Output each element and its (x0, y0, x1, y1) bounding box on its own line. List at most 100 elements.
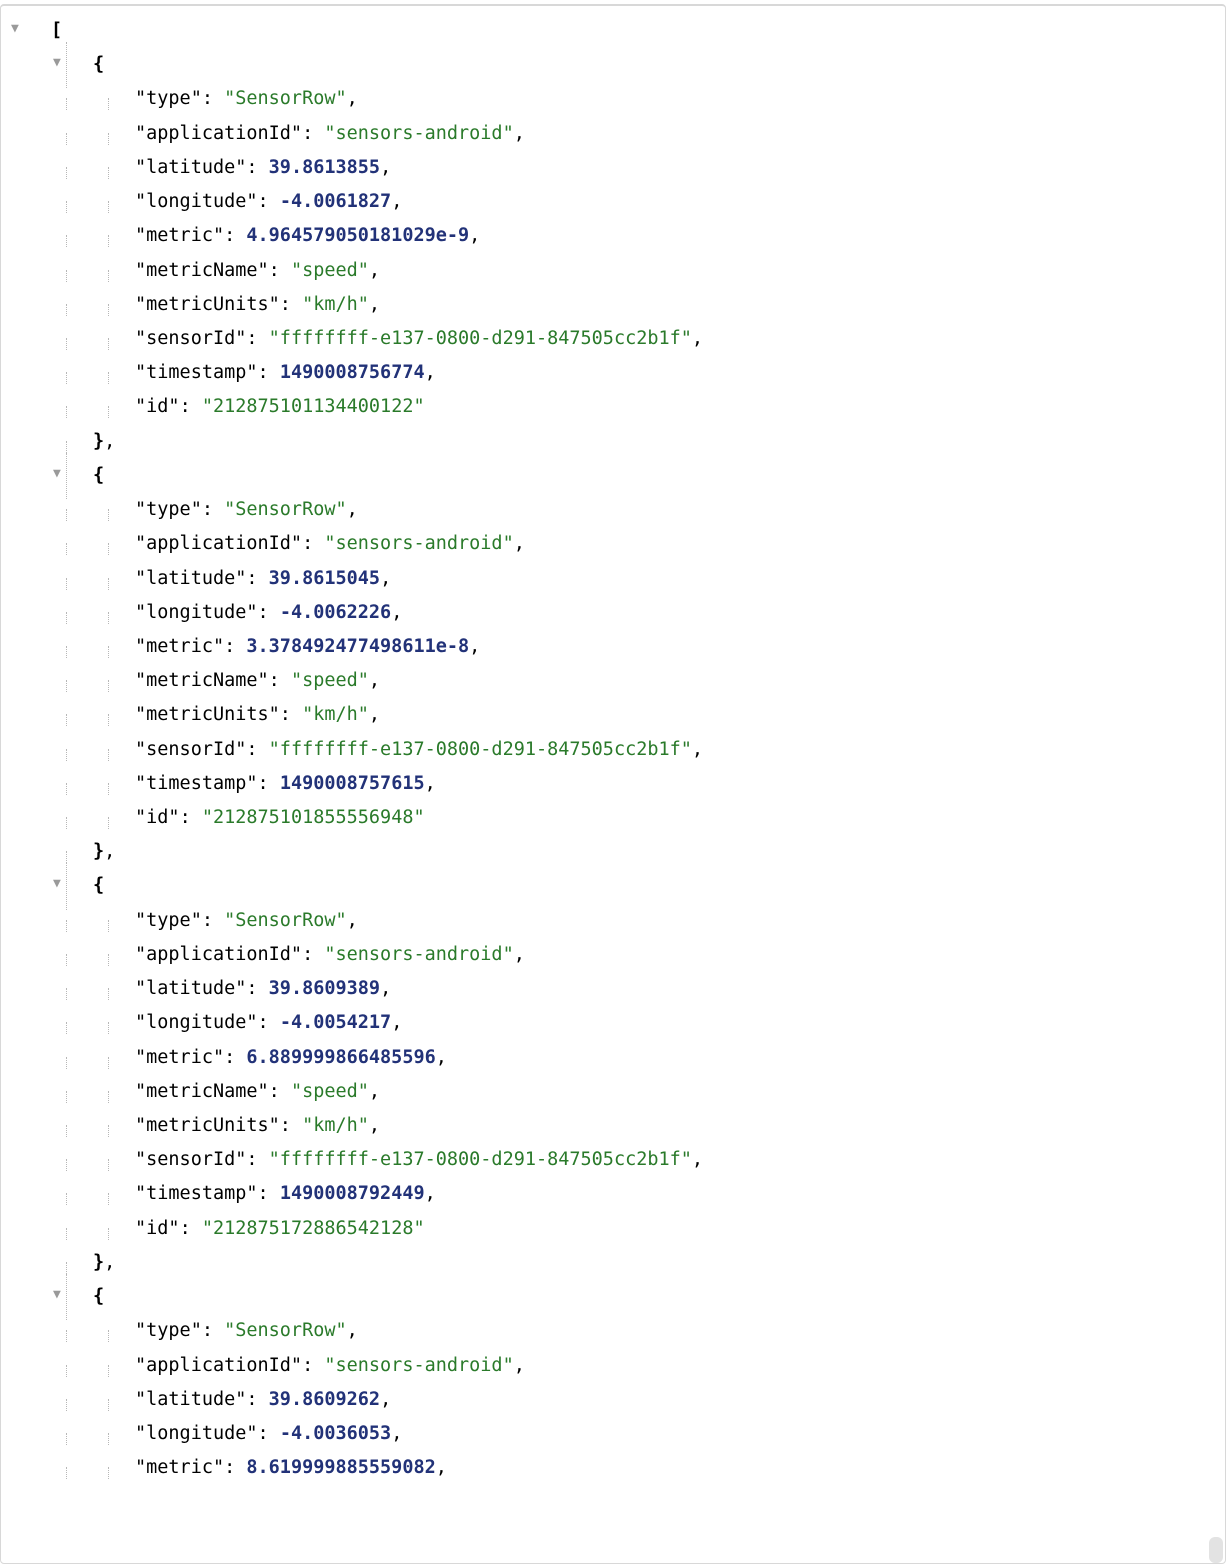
json-key: "type" (135, 493, 202, 527)
colon: : (258, 356, 280, 390)
json-key: "metric" (135, 1451, 224, 1485)
json-value: "km/h" (302, 288, 369, 322)
close-brace: } (93, 1246, 104, 1280)
json-key: "timestamp" (135, 767, 258, 801)
json-key: "applicationId" (135, 527, 302, 561)
object-close: }, (9, 425, 1217, 459)
colon: : (258, 1177, 280, 1211)
comma: , (692, 733, 703, 767)
json-key: "metric" (135, 219, 224, 253)
json-key: "metricName" (135, 664, 269, 698)
comma: , (391, 1417, 402, 1451)
json-value: "212875101855556948" (202, 801, 425, 835)
toggle-arrow-cell[interactable]: ▼ (51, 459, 93, 493)
json-property: "type": "SensorRow", (9, 904, 1217, 938)
collapse-arrow-icon: ▼ (53, 55, 61, 70)
toggle-arrow-cell[interactable]: ▼ (9, 14, 51, 48)
json-property: "metric": 6.889999866485596, (9, 1041, 1217, 1075)
colon: : (258, 1006, 280, 1040)
comma: , (436, 1451, 447, 1485)
json-value: "km/h" (302, 1109, 369, 1143)
json-property: "id": "212875172886542128" (9, 1212, 1217, 1246)
json-property: "metricUnits": "km/h", (9, 1109, 1217, 1143)
toggle-arrow-cell[interactable]: ▼ (51, 48, 93, 82)
comma: , (347, 1314, 358, 1348)
json-key: "type" (135, 904, 202, 938)
comma: , (469, 219, 480, 253)
json-value: "sensors-android" (324, 117, 513, 151)
json-key: "timestamp" (135, 1177, 258, 1211)
json-value: 39.8609389 (269, 972, 380, 1006)
json-property: "type": "SensorRow", (9, 82, 1217, 116)
close-brace: } (93, 835, 104, 869)
json-key: "metricName" (135, 1075, 269, 1109)
json-value: 4.964579050181029e-9 (246, 219, 469, 253)
close-brace: } (93, 425, 104, 459)
colon: : (280, 1109, 302, 1143)
json-key: "applicationId" (135, 938, 302, 972)
json-property: "metricUnits": "km/h", (9, 698, 1217, 732)
colon: : (224, 1451, 246, 1485)
comma: , (391, 596, 402, 630)
json-viewer: ▼[▼{"type": "SensorRow","applicationId":… (0, 4, 1226, 1564)
json-property: "metricUnits": "km/h", (9, 288, 1217, 322)
colon: : (202, 1314, 224, 1348)
json-property: "metricName": "speed", (9, 1075, 1217, 1109)
json-value: -4.0061827 (280, 185, 391, 219)
open-brace: { (93, 459, 104, 493)
array-open: ▼[ (9, 14, 1217, 48)
comma: , (692, 322, 703, 356)
comma: , (514, 117, 525, 151)
colon: : (258, 1417, 280, 1451)
scrollbar-thumb[interactable] (1209, 1537, 1223, 1563)
colon: : (246, 1383, 268, 1417)
comma: , (380, 151, 391, 185)
comma: , (436, 1041, 447, 1075)
colon: : (258, 596, 280, 630)
json-value: "km/h" (302, 698, 369, 732)
json-key: "metric" (135, 1041, 224, 1075)
json-value: -4.0062226 (280, 596, 391, 630)
json-key: "longitude" (135, 1006, 258, 1040)
toggle-arrow-cell[interactable]: ▼ (51, 869, 93, 903)
json-key: "metricName" (135, 254, 269, 288)
toggle-arrow-cell[interactable]: ▼ (51, 1280, 93, 1314)
json-property: "timestamp": 1490008756774, (9, 356, 1217, 390)
colon: : (224, 219, 246, 253)
json-key: "id" (135, 801, 180, 835)
comma: , (369, 1109, 380, 1143)
comma: , (514, 938, 525, 972)
json-key: "longitude" (135, 596, 258, 630)
colon: : (246, 562, 268, 596)
json-key: "metricUnits" (135, 288, 280, 322)
json-property: "latitude": 39.8609389, (9, 972, 1217, 1006)
json-key: "latitude" (135, 972, 246, 1006)
json-value: "ffffffff-e137-0800-d291-847505cc2b1f" (269, 1143, 692, 1177)
json-key: "sensorId" (135, 1143, 246, 1177)
colon: : (269, 664, 291, 698)
json-value: "sensors-android" (324, 1349, 513, 1383)
json-value: "sensors-android" (324, 938, 513, 972)
json-value: "SensorRow" (224, 904, 347, 938)
json-value: "212875172886542128" (202, 1212, 425, 1246)
colon: : (302, 117, 324, 151)
collapse-arrow-icon: ▼ (53, 1287, 61, 1302)
json-key: "applicationId" (135, 1349, 302, 1383)
json-property: "metricName": "speed", (9, 664, 1217, 698)
colon: : (202, 82, 224, 116)
json-property: "sensorId": "ffffffff-e137-0800-d291-847… (9, 1143, 1217, 1177)
json-property: "longitude": -4.0054217, (9, 1006, 1217, 1040)
json-property: "applicationId": "sensors-android", (9, 1349, 1217, 1383)
json-value: "speed" (291, 254, 369, 288)
json-property: "latitude": 39.8609262, (9, 1383, 1217, 1417)
object-open: ▼{ (9, 48, 1217, 82)
json-property: "id": "212875101134400122" (9, 390, 1217, 424)
colon: : (269, 254, 291, 288)
comma: , (369, 698, 380, 732)
json-property: "longitude": -4.0061827, (9, 185, 1217, 219)
json-property: "id": "212875101855556948" (9, 801, 1217, 835)
json-key: "sensorId" (135, 733, 246, 767)
json-property: "metric": 8.619999885559082, (9, 1451, 1217, 1485)
json-property: "longitude": -4.0062226, (9, 596, 1217, 630)
json-property: "type": "SensorRow", (9, 1314, 1217, 1348)
